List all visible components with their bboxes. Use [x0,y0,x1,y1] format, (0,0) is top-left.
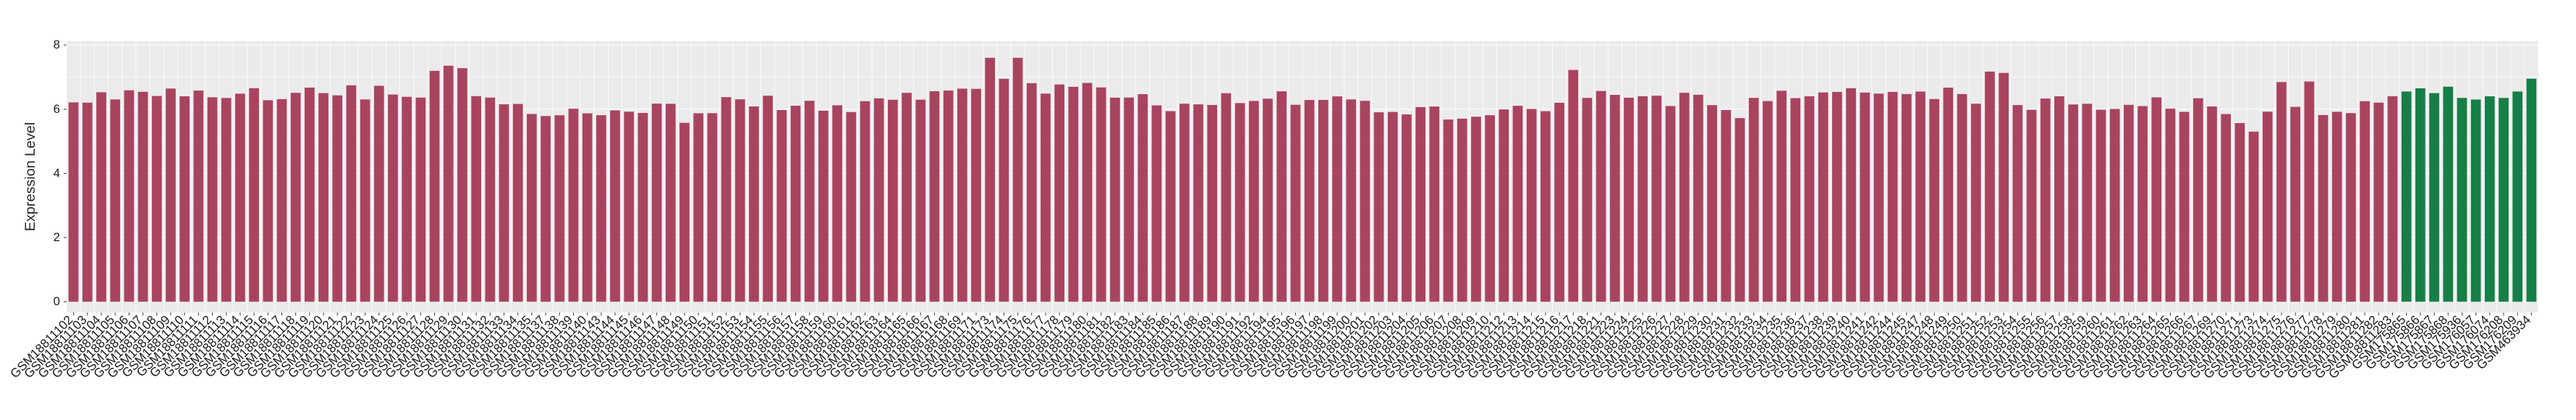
svg-text:0: 0 [54,295,60,308]
svg-text:6: 6 [54,102,60,116]
svg-text:8: 8 [54,38,60,51]
svg-text:2: 2 [54,230,60,244]
svg-text:4: 4 [54,166,60,180]
svg-text:Expression Level: Expression Level [22,122,38,232]
